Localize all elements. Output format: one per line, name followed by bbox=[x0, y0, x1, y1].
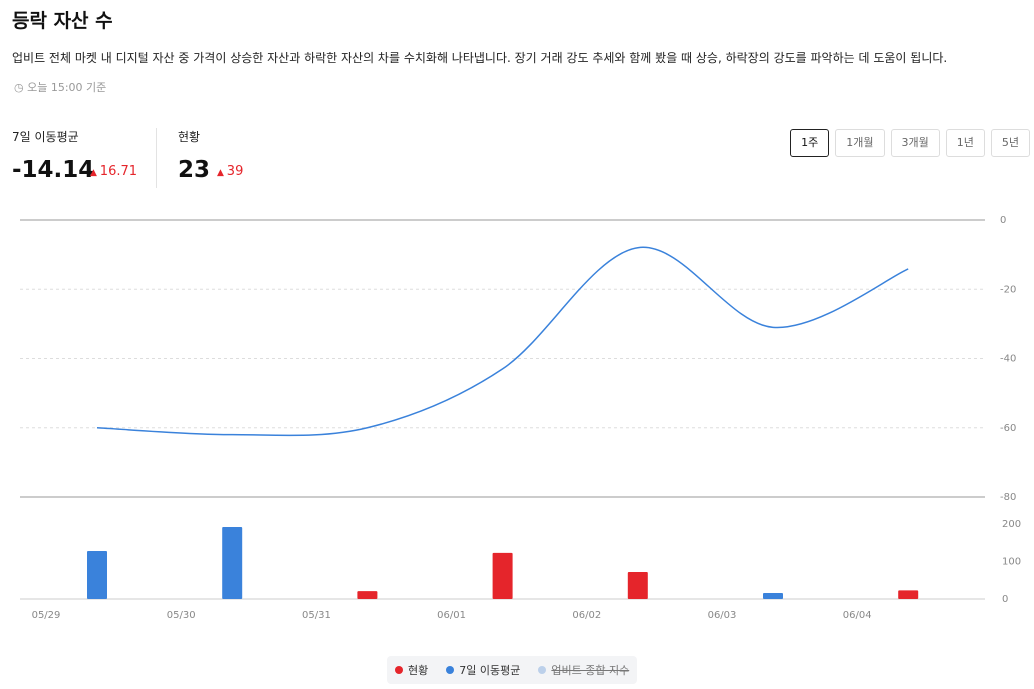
stat-value: 23 bbox=[178, 157, 211, 183]
stat-label: 7일 이동평균 bbox=[12, 130, 79, 144]
y-tick-label: -20 bbox=[1000, 284, 1016, 295]
y-tick-label: -40 bbox=[1000, 354, 1016, 365]
clock-icon: ◷ bbox=[14, 81, 28, 94]
legend-swatch bbox=[446, 666, 455, 674]
legend-swatch bbox=[395, 666, 403, 674]
y-tick-label: 100 bbox=[1002, 557, 1021, 568]
legend-label: 업비트 종합 지수 bbox=[551, 664, 630, 677]
range-button[interactable]: 1개월 bbox=[835, 129, 885, 157]
range-button[interactable]: 5년 bbox=[990, 129, 1030, 157]
legend: 현황 7일 이동평균 업비트 종합 지수 bbox=[387, 656, 638, 684]
stat-change-value: 16.71 bbox=[99, 164, 138, 179]
line-series bbox=[96, 246, 909, 437]
stat-change: ▲ 16.71 bbox=[90, 164, 138, 179]
legend-label: 현황 bbox=[408, 664, 429, 677]
y-tick-label: -80 bbox=[1000, 492, 1016, 503]
title: 등락 자산 수 bbox=[12, 10, 113, 32]
timestamp: 오늘 15:00 기준 bbox=[27, 81, 107, 94]
divider bbox=[156, 128, 157, 188]
legend-item[interactable]: 현황 bbox=[395, 662, 428, 678]
stat-change: ▲ 39 bbox=[217, 164, 244, 179]
range-tabs: 1주 1개월 3개월 1년 5년 bbox=[790, 129, 1030, 157]
x-tick-label: 05/30 bbox=[167, 610, 196, 621]
x-tick-label: 05/29 bbox=[32, 610, 61, 621]
bar bbox=[87, 551, 107, 599]
range-button[interactable]: 1주 bbox=[790, 129, 830, 157]
y-tick-label: -60 bbox=[1000, 423, 1016, 434]
x-tick-label: 06/02 bbox=[572, 610, 601, 621]
legend-label: 7일 이동평균 bbox=[459, 664, 521, 677]
stat-change-value: 39 bbox=[226, 164, 244, 179]
stat-value: -14.14 bbox=[12, 157, 95, 183]
y-tick-label: 0 bbox=[1000, 215, 1006, 226]
range-button[interactable]: 1년 bbox=[945, 129, 985, 157]
stat-label: 현황 bbox=[178, 130, 201, 144]
y-tick-label: 0 bbox=[1002, 594, 1008, 605]
legend-item[interactable]: 7일 이동평균 bbox=[446, 662, 520, 678]
x-tick-label: 06/03 bbox=[708, 610, 737, 621]
range-button[interactable]: 3개월 bbox=[890, 129, 940, 157]
legend-swatch bbox=[538, 666, 547, 674]
legend-item[interactable]: 업비트 종합 지수 bbox=[538, 662, 629, 678]
bar bbox=[357, 591, 378, 599]
bar bbox=[763, 593, 783, 599]
x-tick-label: 06/01 bbox=[437, 610, 466, 621]
bar bbox=[627, 572, 648, 599]
bar bbox=[898, 590, 919, 599]
y-tick-label: 200 bbox=[1002, 519, 1021, 530]
bar bbox=[222, 527, 243, 599]
bar bbox=[492, 552, 513, 599]
timestamp-row: ◷ 오늘 15:00 기준 bbox=[14, 79, 106, 95]
x-tick-label: 05/31 bbox=[302, 610, 331, 621]
description: 업비트 전체 마켓 내 디지털 자산 중 가격이 상승한 자산과 하락한 자산의… bbox=[12, 51, 948, 65]
x-tick-label: 06/04 bbox=[843, 610, 872, 621]
